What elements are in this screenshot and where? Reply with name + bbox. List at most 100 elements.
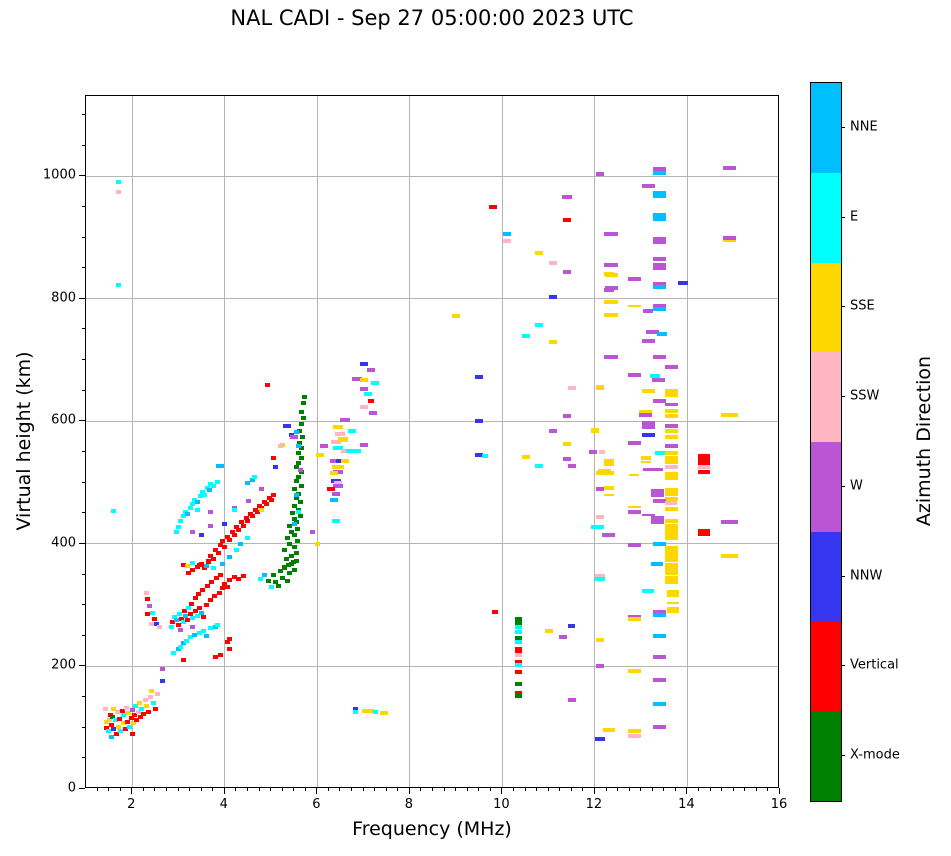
x-minor-tick	[212, 788, 214, 791]
colorbar-segment-x-mode	[811, 711, 841, 801]
y-major-tick	[79, 665, 85, 667]
data-point	[224, 584, 230, 589]
data-point	[287, 523, 293, 528]
x-minor-tick	[755, 788, 757, 791]
data-point	[595, 171, 604, 176]
data-point	[666, 609, 679, 614]
y-major-tick	[79, 542, 85, 544]
colorbar-tick	[841, 216, 845, 218]
data-point	[200, 489, 206, 494]
x-minor-tick	[651, 788, 653, 791]
x-tick-label: 4	[219, 797, 228, 812]
data-point	[653, 240, 667, 245]
data-point	[180, 641, 186, 646]
colorbar-segment-vertical	[811, 621, 841, 712]
data-point	[102, 707, 108, 712]
y-major-tick	[79, 297, 85, 299]
y-minor-tick	[82, 450, 85, 452]
data-point	[220, 538, 226, 543]
data-point	[664, 450, 678, 455]
data-point	[364, 391, 373, 396]
x-major-tick	[131, 788, 133, 794]
data-point	[224, 534, 230, 539]
data-point	[295, 526, 301, 531]
data-point	[590, 525, 604, 530]
x-minor-tick	[617, 788, 619, 791]
data-point	[217, 543, 223, 548]
x-tick-label: 6	[312, 797, 321, 812]
data-point	[231, 507, 237, 512]
x-major-tick	[223, 788, 225, 794]
data-point	[359, 443, 368, 448]
data-point	[129, 731, 135, 736]
data-point	[134, 718, 140, 723]
x-minor-tick	[327, 788, 329, 791]
data-point	[664, 536, 678, 541]
data-point	[653, 265, 667, 270]
data-point	[366, 367, 375, 372]
x-minor-tick	[351, 788, 353, 791]
data-point	[650, 516, 664, 521]
data-point	[300, 434, 306, 439]
data-point	[327, 486, 336, 491]
data-point	[208, 523, 214, 528]
data-point	[299, 422, 305, 427]
data-point	[653, 217, 667, 222]
data-point	[133, 704, 139, 709]
gridline-x	[686, 96, 688, 787]
data-point	[653, 256, 667, 261]
data-point	[287, 571, 293, 576]
data-point	[211, 556, 217, 561]
data-point	[170, 620, 176, 625]
data-point	[563, 217, 572, 222]
data-point	[353, 709, 359, 714]
data-point	[273, 579, 279, 584]
data-point	[291, 567, 297, 572]
data-point	[722, 240, 736, 243]
data-point	[353, 706, 359, 711]
x-minor-tick	[293, 788, 295, 791]
data-point	[136, 701, 142, 706]
x-major-tick	[316, 788, 318, 794]
data-point	[172, 615, 178, 620]
data-point	[222, 544, 228, 549]
data-point	[333, 446, 344, 451]
data-point	[368, 410, 377, 415]
x-minor-tick	[640, 788, 642, 791]
data-point	[185, 512, 191, 517]
data-point	[603, 493, 614, 496]
data-point	[627, 617, 641, 622]
data-point	[664, 549, 678, 554]
data-point	[664, 562, 678, 567]
data-point	[294, 495, 299, 500]
data-point	[515, 635, 523, 640]
x-minor-tick	[235, 788, 237, 791]
data-point	[643, 309, 654, 314]
data-point	[213, 655, 219, 660]
x-minor-tick	[559, 788, 561, 791]
data-point	[664, 527, 678, 532]
colorbar-tick	[841, 396, 845, 398]
data-point	[330, 439, 341, 444]
data-point	[115, 179, 121, 184]
data-point	[296, 510, 302, 515]
data-point	[198, 494, 204, 499]
data-point	[194, 613, 200, 618]
data-point	[176, 622, 182, 627]
data-point	[115, 724, 121, 729]
x-minor-tick	[281, 788, 283, 791]
colorbar-tick-label: NNW	[850, 568, 883, 584]
colorbar-segment-e	[811, 172, 841, 263]
data-point	[627, 734, 641, 739]
data-point	[104, 725, 110, 730]
data-point	[291, 532, 297, 537]
data-point	[563, 413, 572, 418]
data-point	[291, 522, 297, 527]
data-point	[720, 554, 738, 559]
data-point	[129, 707, 135, 712]
data-point	[291, 517, 297, 522]
x-tick-label: 16	[770, 797, 788, 812]
colorbar-tick-label: W	[850, 478, 863, 494]
data-point	[549, 429, 558, 434]
y-tick-label: 600	[51, 412, 76, 428]
